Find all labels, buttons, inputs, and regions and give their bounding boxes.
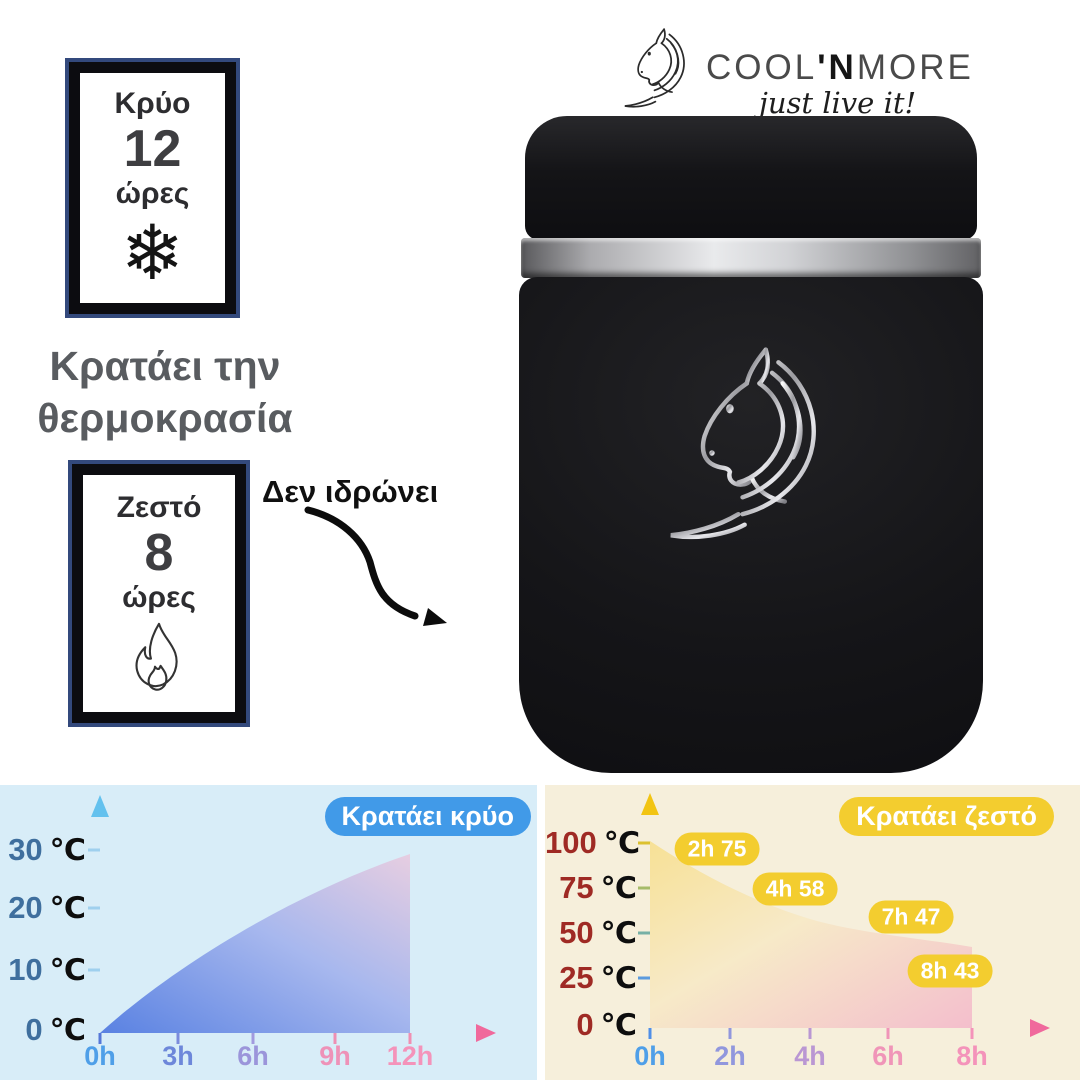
celsius-unit: ℃ <box>603 826 641 861</box>
cold-hours-value: 12 <box>123 120 182 178</box>
hot-chart-title-badge: Κρατάει ζεστό <box>839 797 1054 836</box>
y-axis-tick-label: 0 ℃ <box>25 1012 86 1048</box>
cold-duration-box: Κρύο 12 ώρες ❄ <box>69 62 236 314</box>
food-jar-product-image <box>519 116 983 776</box>
hot-hours-unit: ώρες <box>122 581 196 615</box>
hot-duration-box: Ζεστό 8 ώρες <box>72 464 246 723</box>
keeps-hot-chart: Κρατάει ζεστό 100 ℃ 75 ℃ 50 ℃ 25 ℃ 0 ℃ 0h 2h … <box>545 785 1080 1080</box>
brand-name-n: 'N <box>817 48 857 87</box>
heading-line-1: Κρατάει την <box>49 343 281 389</box>
jar-steel-band <box>521 238 981 278</box>
data-point-label: 7h 47 <box>868 900 954 934</box>
y-axis-tick-label: 20 ℃ <box>8 890 86 926</box>
x-axis-tick-label: 2h <box>714 1041 746 1071</box>
celsius-unit: ℃ <box>49 1013 86 1048</box>
snowflake-icon: ❄ <box>120 208 185 298</box>
keeps-temperature-heading: Κρατάει την θερμοκρασία <box>0 340 330 444</box>
y-axis-tick-label: 10 ℃ <box>8 952 86 988</box>
cold-chart-title-badge: Κρατάει κρύο <box>324 797 531 836</box>
hot-hours-value: 8 <box>144 524 174 582</box>
x-axis-tick-label: 8h <box>956 1041 988 1071</box>
celsius-unit: ℃ <box>600 916 637 951</box>
x-axis-tick-label: 3h <box>162 1041 194 1071</box>
jar-lid <box>525 116 977 240</box>
data-point-label: 4h 58 <box>752 872 838 906</box>
x-axis-tick-label: 6h <box>872 1041 904 1071</box>
x-axis-tick-label: 12h <box>386 1041 434 1071</box>
celsius-unit: ℃ <box>600 961 637 996</box>
y-axis-tick-label: 0 ℃ <box>576 1007 637 1043</box>
jar-body <box>519 277 983 773</box>
keeps-cold-chart: Κρατάει κρύο 30 ℃ 20 ℃ 10 ℃ 0 ℃ 0h 3h 6h 9h … <box>0 785 537 1080</box>
hot-chart-plot <box>638 793 1050 1039</box>
heading-line-2: θερμοκρασία <box>37 395 293 441</box>
x-axis-tick-label: 0h <box>84 1041 116 1071</box>
y-axis-tick-label: 25 ℃ <box>559 960 637 996</box>
flame-icon <box>135 622 178 691</box>
y-axis-tick-label: 75 ℃ <box>559 870 637 906</box>
y-axis-tick-label: 100 ℃ <box>545 825 641 861</box>
horse-head-icon <box>624 28 685 108</box>
celsius-unit: ℃ <box>49 953 86 988</box>
x-axis-tick-label: 0h <box>634 1041 666 1071</box>
celsius-unit: ℃ <box>600 871 637 906</box>
brand-logo: COOL'NMORE just live it! <box>612 24 971 122</box>
horse-emblem-icon <box>670 347 816 540</box>
brand-name-more: MORE <box>856 48 974 87</box>
y-axis-tick-label: 30 ℃ <box>8 832 86 868</box>
cold-label: Κρύο <box>114 87 191 120</box>
celsius-unit: ℃ <box>600 1008 637 1043</box>
celsius-unit: ℃ <box>49 833 86 868</box>
cold-hours-unit: ώρες <box>115 177 190 211</box>
hot-label: Ζεστό <box>116 491 202 524</box>
x-axis-tick-label: 4h <box>794 1041 826 1071</box>
brand-name-cool: COOL <box>706 48 818 87</box>
cold-chart-plot <box>88 795 496 1044</box>
curved-arrow-icon <box>304 506 447 626</box>
data-point-label: 2h 75 <box>674 832 760 866</box>
celsius-unit: ℃ <box>49 891 86 926</box>
brand-name: COOL'NMORE <box>706 48 974 88</box>
data-point-label: 8h 43 <box>907 954 993 988</box>
x-axis-tick-label: 9h <box>319 1041 351 1071</box>
x-axis-tick-label: 6h <box>237 1041 269 1071</box>
no-sweat-label: Δεν ιδρώνει <box>262 474 439 509</box>
y-axis-tick-label: 50 ℃ <box>559 915 637 951</box>
brand-tagline: just live it! <box>758 86 917 120</box>
